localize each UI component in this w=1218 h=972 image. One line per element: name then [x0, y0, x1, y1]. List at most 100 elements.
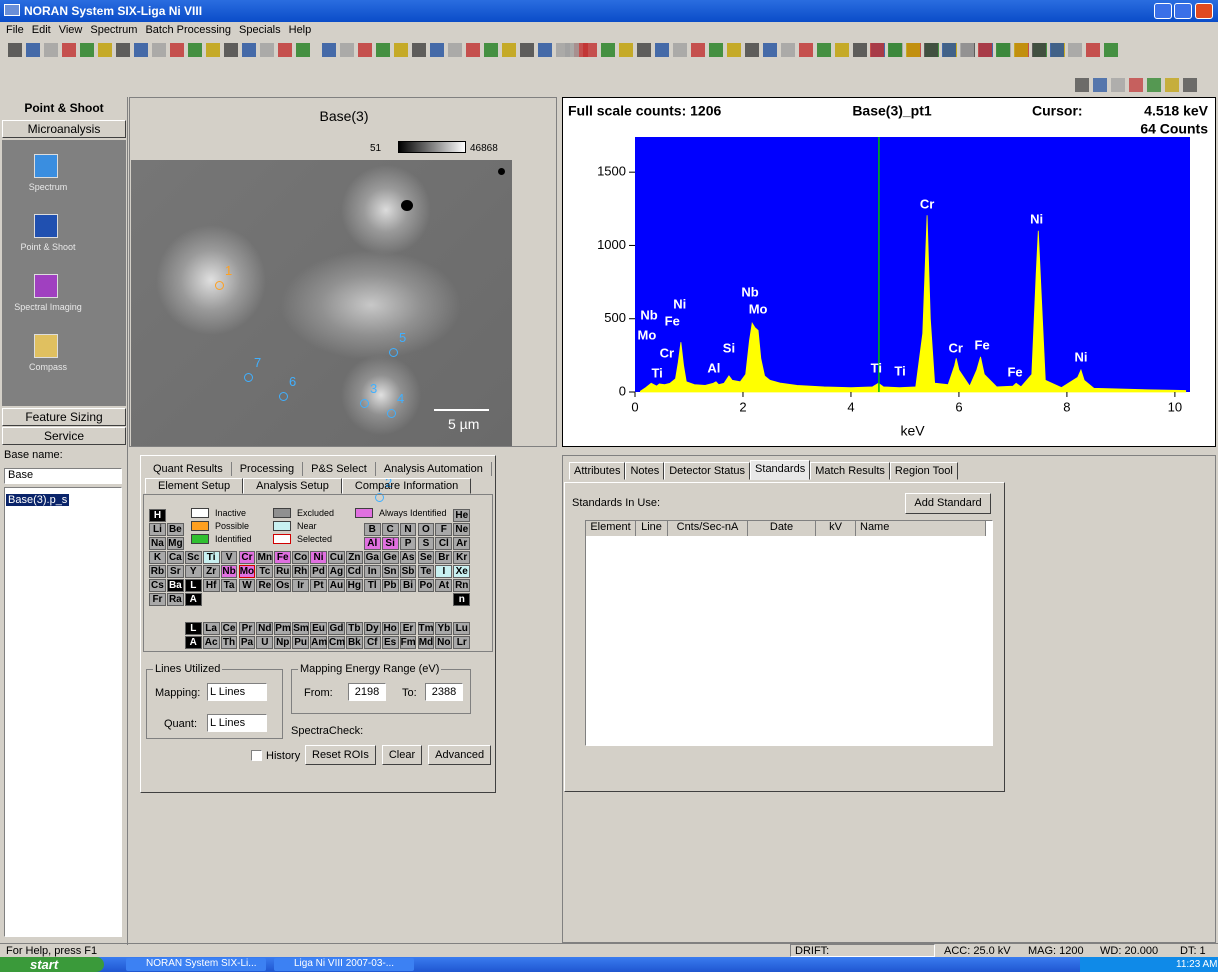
toolbar-icon[interactable] — [1032, 43, 1046, 57]
toolbar-icon[interactable] — [430, 43, 444, 57]
toolbar-icon[interactable] — [1165, 78, 1179, 92]
toolbar-icon[interactable] — [906, 43, 920, 57]
toolbar-icon[interactable] — [466, 43, 480, 57]
toolbar-icon[interactable] — [484, 43, 498, 57]
element-cell[interactable]: Kr — [453, 551, 470, 564]
element-cell[interactable]: U — [256, 636, 273, 649]
point-label[interactable]: 5 — [399, 330, 406, 345]
toolbar-icon[interactable] — [870, 43, 884, 57]
element-cell[interactable]: Am — [310, 636, 327, 649]
point-label[interactable]: 6 — [289, 374, 296, 389]
element-cell[interactable]: Nb — [221, 565, 238, 578]
element-cell[interactable]: Mg — [167, 537, 184, 550]
tab[interactable]: Detector Status — [664, 462, 750, 480]
element-cell[interactable]: Xe — [453, 565, 470, 578]
column-header[interactable]: Element — [586, 521, 636, 536]
element-cell[interactable]: Lr — [453, 636, 470, 649]
toolbar-icon[interactable] — [206, 43, 220, 57]
tool-icon[interactable] — [34, 274, 58, 298]
column-header[interactable]: kV — [816, 521, 856, 536]
element-cell[interactable]: Cf — [364, 636, 381, 649]
button[interactable]: Advanced — [428, 745, 491, 765]
toolbar-icon[interactable] — [727, 43, 741, 57]
taskbar-item[interactable]: Liga Ni VIII 2007-03-... — [274, 958, 414, 971]
element-cell[interactable]: La — [203, 622, 220, 635]
quant-select[interactable]: L Lines — [207, 714, 267, 732]
element-cell[interactable]: Mn — [256, 551, 273, 564]
element-cell[interactable]: Eu — [310, 622, 327, 635]
element-cell[interactable]: Sc — [185, 551, 202, 564]
element-cell[interactable]: He — [453, 509, 470, 522]
element-cell[interactable]: Si — [382, 537, 399, 550]
point-label[interactable]: 3 — [370, 381, 377, 396]
element-cell[interactable]: H — [149, 509, 166, 522]
point-marker[interactable] — [389, 348, 398, 357]
element-cell[interactable]: Hg — [346, 579, 363, 592]
element-cell[interactable]: W — [239, 579, 256, 592]
menu-item[interactable]: Help — [289, 24, 312, 36]
element-cell[interactable]: P — [400, 537, 417, 550]
menu-item[interactable]: File — [6, 24, 24, 36]
element-cell[interactable]: Be — [167, 523, 184, 536]
maximize-button[interactable] — [1174, 3, 1192, 19]
toolbar-icon[interactable] — [1104, 43, 1118, 57]
toolbar-icon[interactable] — [26, 43, 40, 57]
tab[interactable]: Element Setup — [145, 478, 243, 494]
element-cell[interactable]: Tm — [418, 622, 435, 635]
element-cell[interactable]: Al — [364, 537, 381, 550]
to-input[interactable]: 2388 — [425, 683, 463, 701]
element-cell[interactable]: Re — [256, 579, 273, 592]
element-cell[interactable]: Ta — [221, 579, 238, 592]
toolbar-icon[interactable] — [1093, 78, 1107, 92]
element-cell[interactable]: Ge — [382, 551, 399, 564]
toolbar-icon[interactable] — [80, 43, 94, 57]
element-cell[interactable]: B — [364, 523, 381, 536]
list-item[interactable]: Base(3).p_s — [6, 494, 69, 506]
element-cell[interactable]: No — [435, 636, 452, 649]
close-button[interactable] — [1195, 3, 1213, 19]
toolbar-icon[interactable] — [565, 43, 579, 57]
element-cell[interactable]: Tb — [346, 622, 363, 635]
tool-icon[interactable] — [34, 154, 58, 178]
tool-label[interactable]: Compass — [2, 362, 94, 372]
start-button[interactable]: start — [0, 957, 104, 972]
toolbar-icon[interactable] — [817, 43, 831, 57]
element-cell[interactable]: Cr — [239, 551, 256, 564]
element-cell[interactable]: Tl — [364, 579, 381, 592]
element-cell[interactable]: n — [453, 593, 470, 606]
element-cell[interactable]: Ga — [364, 551, 381, 564]
element-cell[interactable]: Rh — [292, 565, 309, 578]
element-cell[interactable]: Bi — [400, 579, 417, 592]
toolbar-icon[interactable] — [1086, 43, 1100, 57]
element-cell[interactable]: K — [149, 551, 166, 564]
element-cell[interactable]: Fe — [274, 551, 291, 564]
section-button[interactable]: Microanalysis — [2, 120, 126, 138]
element-cell[interactable]: Cs — [149, 579, 166, 592]
element-cell[interactable]: Ba — [167, 579, 184, 592]
element-cell[interactable]: Np — [274, 636, 291, 649]
toolbar-icon[interactable] — [296, 43, 310, 57]
toolbar-icon[interactable] — [358, 43, 372, 57]
element-cell[interactable]: O — [418, 523, 435, 536]
element-cell[interactable]: I — [435, 565, 452, 578]
element-cell[interactable]: Es — [382, 636, 399, 649]
element-cell[interactable]: Pa — [239, 636, 256, 649]
tab[interactable]: Standards — [750, 460, 810, 480]
element-cell[interactable]: Ar — [453, 537, 470, 550]
toolbar-icon[interactable] — [394, 43, 408, 57]
element-cell[interactable]: S — [418, 537, 435, 550]
point-label[interactable]: 4 — [397, 391, 404, 406]
toolbar-icon[interactable] — [709, 43, 723, 57]
element-cell[interactable]: Tc — [256, 565, 273, 578]
toolbar-icon[interactable] — [520, 43, 534, 57]
element-cell[interactable]: Po — [418, 579, 435, 592]
element-cell[interactable]: Pr — [239, 622, 256, 635]
element-cell[interactable]: Zn — [346, 551, 363, 564]
element-cell[interactable]: Ce — [221, 622, 238, 635]
tab[interactable]: Processing — [232, 462, 303, 476]
toolbar-icon[interactable] — [340, 43, 354, 57]
element-cell[interactable]: C — [382, 523, 399, 536]
toolbar-icon[interactable] — [888, 43, 902, 57]
toolbar-icon[interactable] — [260, 43, 274, 57]
element-cell[interactable]: Ir — [292, 579, 309, 592]
